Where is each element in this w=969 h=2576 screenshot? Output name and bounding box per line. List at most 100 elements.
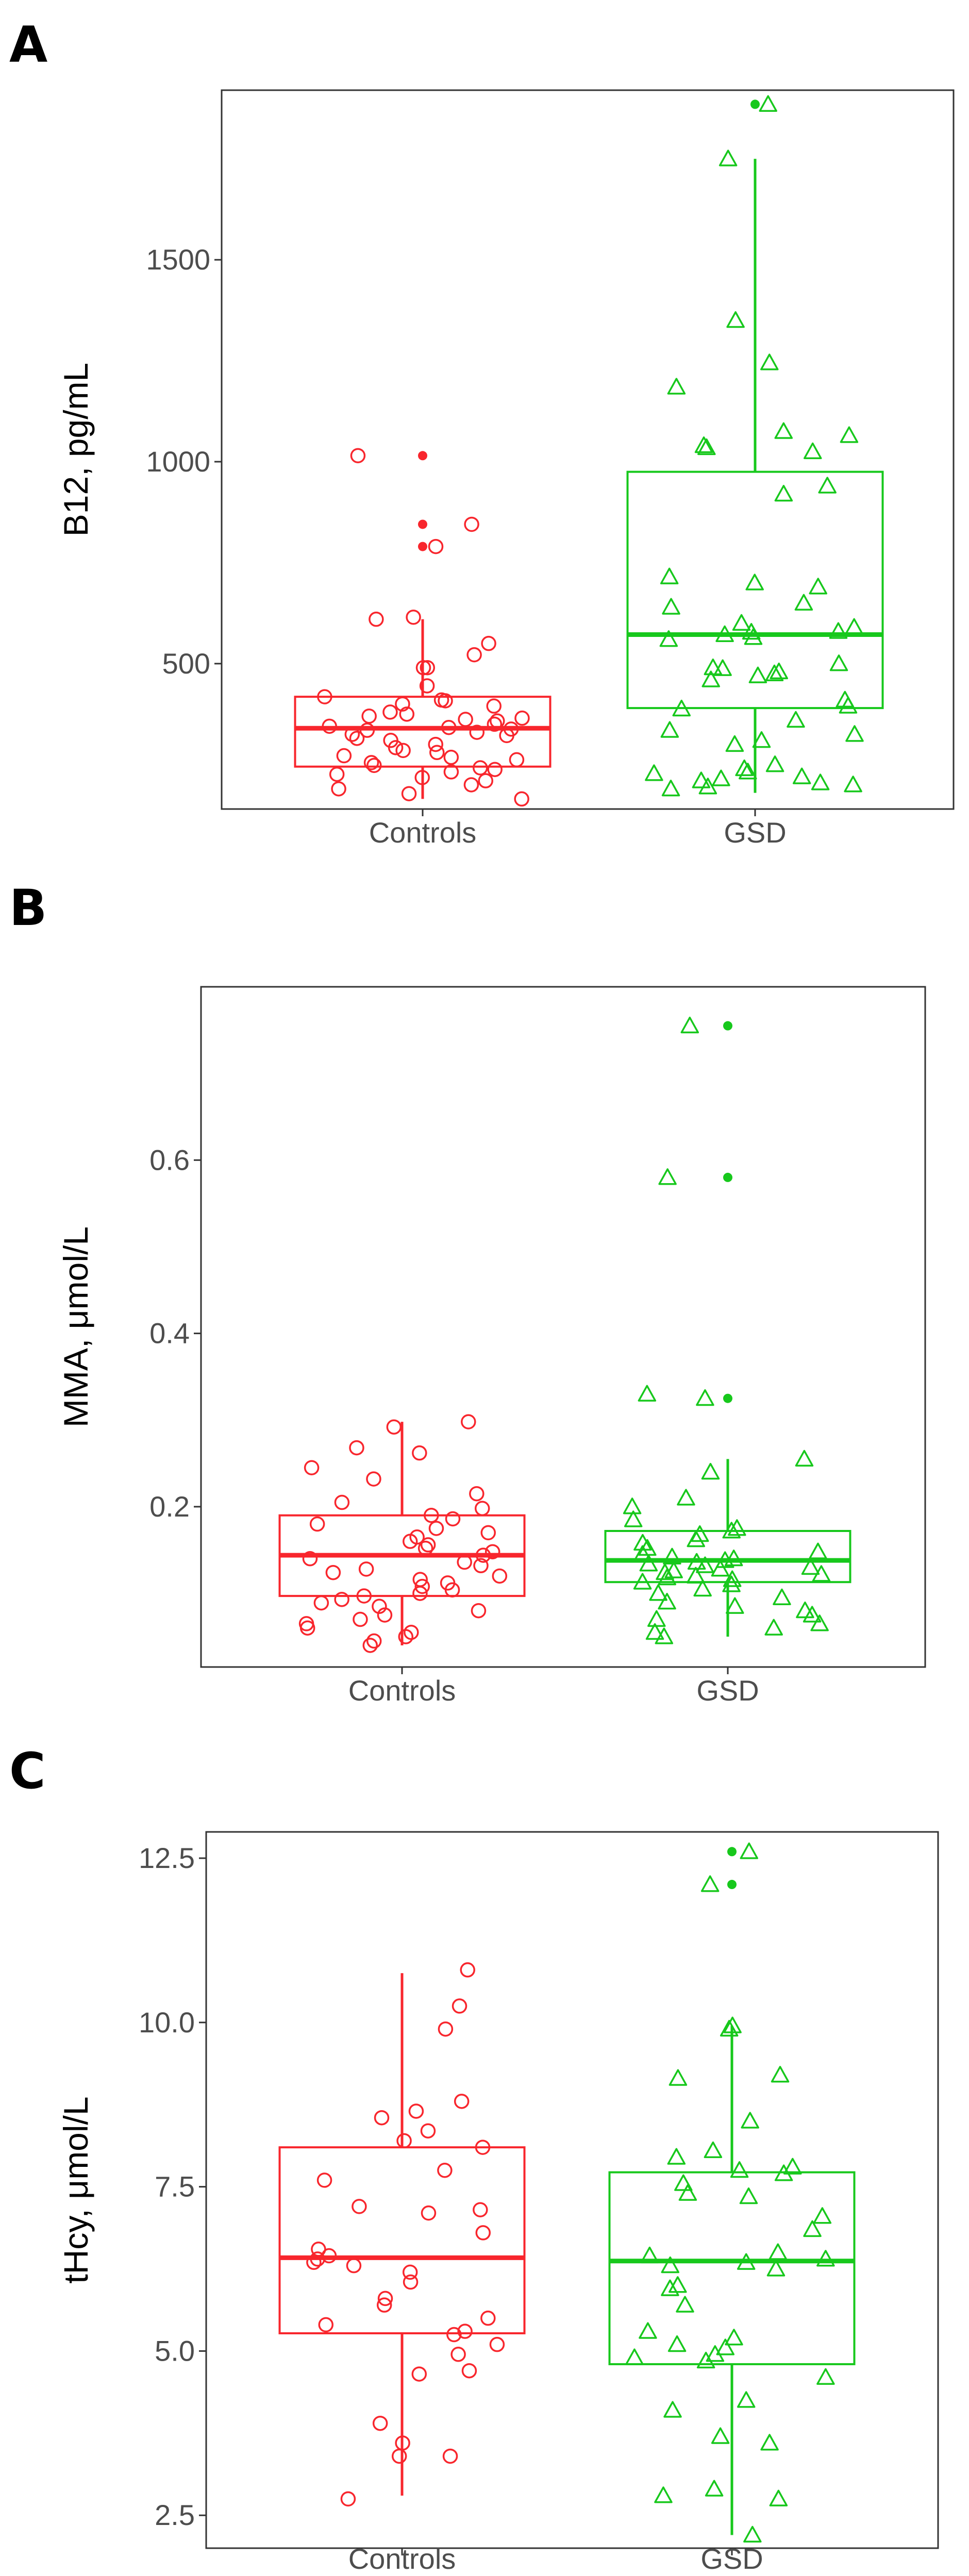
data-point-triangle [744,628,763,645]
data-point-triangle [678,2184,697,2201]
data-point-circle [438,2021,454,2037]
data-point-triangle [639,1555,658,1572]
data-point-circle [428,736,443,752]
data-point-triangle [661,2279,679,2296]
data-point-triangle [816,2250,835,2267]
data-point-triangle [725,2329,743,2346]
data-point-triangle [696,1389,714,1406]
data-point-circle [481,635,496,651]
outlier-point [727,1847,737,1857]
data-point-circle [362,1638,378,1653]
data-point-circle [398,1629,413,1644]
data-point-triangle [633,1573,652,1590]
panel-letter: C [9,1742,45,1800]
data-point-circle [461,1414,476,1429]
data-point-circle [353,1611,368,1627]
data-point-circle [316,2173,332,2188]
data-point-triangle [726,311,745,328]
data-point-triangle [701,670,720,687]
data-point-circle [457,1554,472,1570]
data-point-circle [396,2133,412,2149]
data-point-triangle [792,767,811,784]
x-tick-label: Controls [348,1674,456,1707]
data-point-circle [374,2110,390,2126]
data-point-circle [366,1471,381,1487]
data-point-triangle [693,1579,712,1597]
data-point-triangle [810,1614,829,1631]
panel-letter: B [9,879,47,937]
data-point-circle [391,2448,407,2464]
y-axis-title: tHcy, μmol/L [57,2096,95,2283]
data-point-circle [473,760,488,776]
data-point-triangle [692,771,711,788]
data-point-triangle [663,2401,682,2418]
data-point-triangle [655,1627,674,1644]
data-point-triangle [672,699,691,717]
data-point-triangle [715,625,734,642]
data-point-circle [406,609,421,625]
y-tick-label: 0.4 [149,1317,190,1350]
plot-frame [200,986,926,1668]
data-point-circle [310,2251,325,2267]
data-point-triangle [638,1385,657,1402]
data-point-circle [480,2310,496,2326]
data-point-triangle [715,1551,734,1568]
data-point-triangle [739,763,757,780]
y-axis-title: MMA, μmol/L [57,1226,95,1427]
data-point-triangle [725,735,744,752]
data-point-triangle [667,2335,687,2352]
data-point-triangle [696,1556,714,1573]
data-point-triangle [752,731,771,748]
data-point-triangle [667,378,686,395]
y-tick-label: 1500 [146,243,210,276]
data-point-circle [471,1603,487,1619]
data-point-circle [359,722,375,738]
data-point-circle [473,2202,488,2218]
data-point-circle [424,1507,439,1523]
data-point-triangle [645,1623,664,1640]
data-point-circle [490,713,505,729]
data-point-triangle [803,1606,822,1623]
data-point-circle [309,1516,325,1532]
data-point-triangle [766,2260,786,2277]
box-gsd [608,2026,856,2535]
data-point-triangle [796,1601,814,1619]
data-point-triangle [774,484,793,502]
data-point-triangle [712,769,730,786]
data-point-circle [509,752,525,768]
outlier-point [418,519,427,529]
data-point-circle [463,777,479,793]
data-point-circle [412,1445,427,1461]
data-point-triangle [737,2253,756,2270]
outlier-point [723,1021,732,1031]
data-point-circle [461,2363,477,2379]
data-point-circle [469,1486,484,1502]
data-point-circle [514,710,530,726]
data-point-triangle [801,1558,820,1575]
data-point-circle [352,2199,367,2214]
data-point-circle [299,1620,315,1636]
y-tick-label: 500 [162,647,210,680]
data-point-triangle [774,2164,793,2181]
data-point-circle [411,2366,427,2382]
data-point-circle [358,1561,374,1577]
data-point-triangle [769,2489,788,2506]
data-point-circle [322,718,337,734]
data-point-triangle [705,2480,724,2497]
data-point-circle [458,712,473,727]
box-gsd [626,159,884,793]
data-point-circle [414,770,430,785]
data-point-triangle [774,422,793,439]
data-point-triangle [664,1561,683,1578]
data-point-circle [382,704,398,720]
panel-a: A 500 1000 1500 B12, pg/mL Controls GSD [9,16,955,849]
data-point-triangle [759,95,777,112]
data-point-triangle [719,149,738,166]
box-iqr [278,2146,526,2334]
data-point-triangle [723,2016,742,2033]
data-point-circle [325,1564,341,1580]
data-point-circle [437,2162,453,2178]
data-point-triangle [687,1530,706,1547]
data-point-triangle [649,1584,667,1601]
plot-frame [205,1831,939,2549]
